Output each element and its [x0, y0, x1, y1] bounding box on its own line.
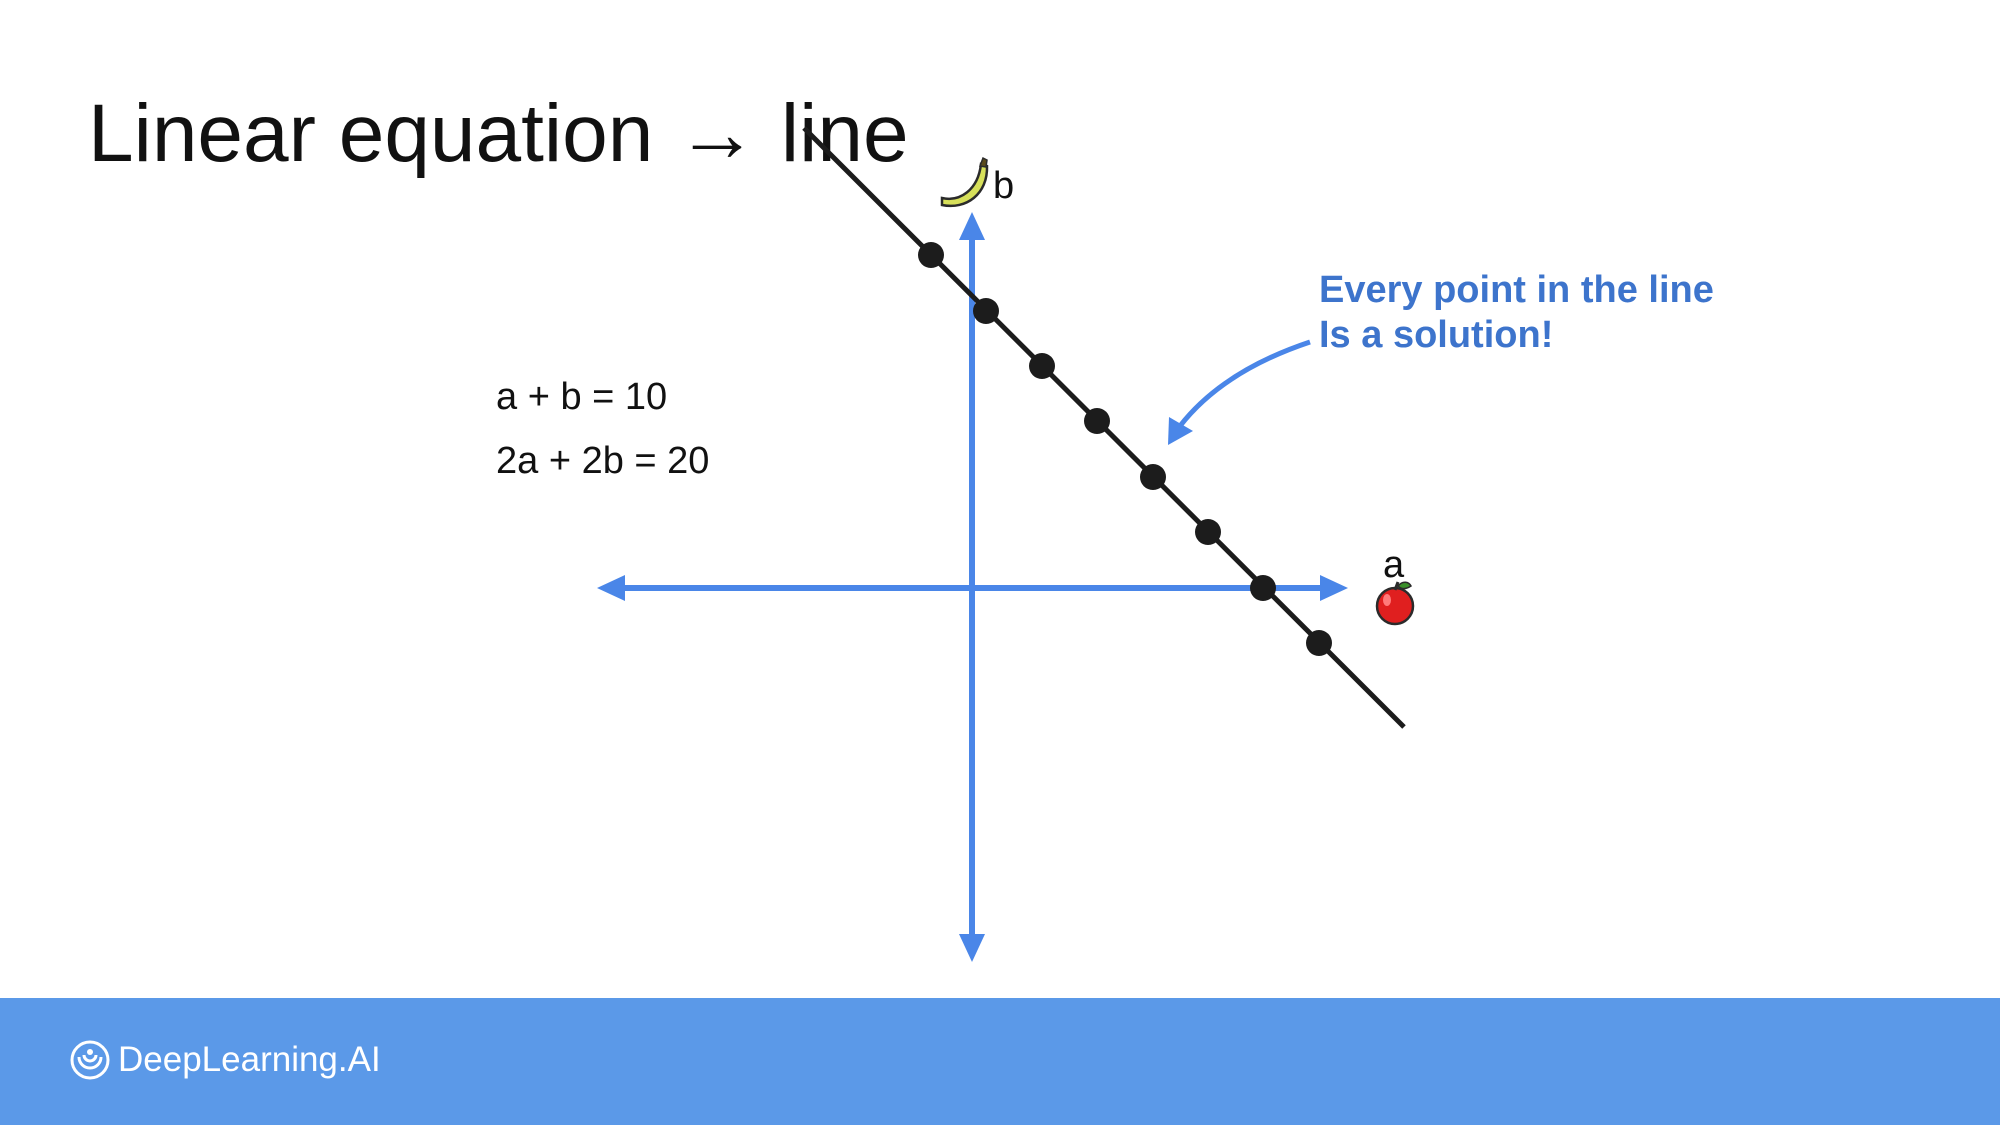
equation-1: a + b = 10: [496, 376, 668, 418]
vertical-axis: [959, 212, 985, 962]
brand-name: DeepLearning.AI: [118, 1040, 381, 1079]
apple-icon: [1375, 581, 1415, 626]
solution-point: [1140, 464, 1166, 490]
footer-bar: DeepLearning.AI: [0, 998, 2000, 1125]
solution-line-diagram: [597, 126, 1415, 962]
banana-icon: [940, 156, 989, 208]
equations-block: a + b = 10 2a + 2b = 20: [496, 365, 709, 493]
solution-point: [918, 242, 944, 268]
callout-arrow-curve: [1178, 339, 1311, 428]
vertical-axis-up-arrow: [959, 212, 985, 240]
horizontal-axis-left-arrow: [597, 575, 625, 601]
solution-point: [1084, 408, 1110, 434]
equation-2: 2a + 2b = 20: [496, 440, 710, 482]
solution-points: [918, 242, 1332, 656]
vertical-axis-down-arrow: [959, 934, 985, 962]
callout-line-1: Every point in the line: [1319, 269, 1714, 311]
solution-point: [1250, 575, 1276, 601]
brand-logo: DeepLearning.AI: [70, 1040, 381, 1080]
horizontal-axis: [597, 575, 1348, 601]
solution-point: [1306, 630, 1332, 656]
solution-point: [973, 298, 999, 324]
deeplearning-ai-logo-icon: [70, 1040, 110, 1080]
callout-line-2: Is a solution!: [1319, 314, 1554, 356]
callout-arrow: [1168, 339, 1311, 445]
solution-point: [1029, 353, 1055, 379]
horizontal-axis-label: a: [1383, 544, 1405, 586]
horizontal-axis-right-arrow: [1320, 575, 1348, 601]
callout-text: Every point in the line Is a solution!: [1319, 268, 1714, 358]
vertical-axis-label: b: [993, 165, 1015, 207]
solution-point: [1195, 519, 1221, 545]
slide-title: Linear equation → line: [88, 88, 909, 179]
callout-arrow-head: [1168, 417, 1193, 445]
